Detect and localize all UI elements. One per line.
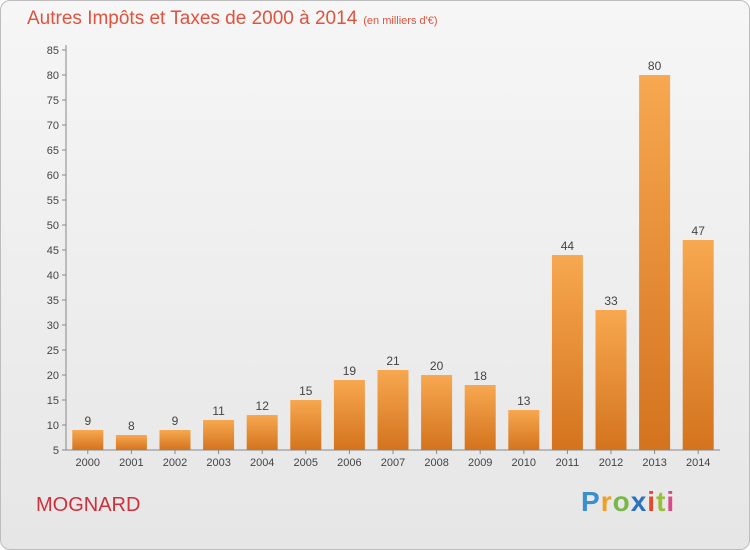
- value-label-2013: 80: [648, 59, 662, 73]
- y-tick-label: 5: [53, 445, 59, 457]
- x-tick-label-2008: 2008: [424, 457, 448, 469]
- value-label-2009: 18: [474, 369, 488, 383]
- x-tick-label-2010: 2010: [512, 457, 536, 469]
- x-tick-label-2011: 2011: [556, 457, 580, 469]
- x-tick-label-2000: 2000: [76, 457, 100, 469]
- y-tick-label: 20: [47, 370, 59, 382]
- bar-2004: [246, 415, 278, 450]
- y-tick-label: 80: [47, 70, 59, 82]
- y-tick-label: 85: [47, 45, 59, 57]
- value-label-2007: 21: [386, 354, 400, 368]
- y-tick-label: 40: [47, 270, 59, 282]
- y-tick-label: 55: [47, 195, 59, 207]
- value-label-2005: 15: [299, 384, 313, 398]
- value-label-2008: 20: [430, 359, 444, 373]
- value-label-2002: 9: [172, 414, 179, 428]
- y-tick-label: 60: [47, 170, 59, 182]
- value-label-2012: 33: [604, 294, 618, 308]
- commune-name: MOGNARD: [36, 494, 141, 516]
- y-tick-label: 50: [47, 220, 59, 232]
- x-tick-label-2005: 2005: [294, 457, 318, 469]
- chart-title-text: Autres Impôts et Taxes de 2000 à 2014: [27, 8, 358, 29]
- value-label-2011: 44: [561, 239, 575, 253]
- value-label-2004: 12: [256, 399, 270, 413]
- y-tick-label: 70: [47, 120, 59, 132]
- proxiti-logo: Proxiti: [581, 486, 676, 517]
- y-tick-label: 15: [47, 395, 59, 407]
- x-tick-label-2004: 2004: [250, 457, 274, 469]
- value-label-2006: 19: [343, 364, 357, 378]
- value-label-2001: 8: [128, 419, 135, 433]
- bar-2005: [290, 400, 322, 450]
- bar-2012: [595, 310, 627, 450]
- bar-2006: [333, 380, 365, 450]
- bar-2008: [421, 375, 453, 450]
- y-tick-label: 65: [47, 145, 59, 157]
- bar-2010: [508, 410, 540, 450]
- y-tick-label: 10: [47, 420, 59, 432]
- x-tick-label-2003: 2003: [206, 457, 230, 469]
- value-label-2010: 13: [517, 394, 531, 408]
- bar-2003: [203, 420, 235, 450]
- x-tick-label-2014: 2014: [686, 457, 710, 469]
- x-tick-label-2001: 2001: [119, 457, 143, 469]
- x-tick-label-2009: 2009: [468, 457, 492, 469]
- chart-unit: (en milliers d'€): [363, 15, 438, 27]
- x-tick-label-2012: 2012: [599, 457, 623, 469]
- bar-2000: [72, 430, 104, 450]
- bar-2001: [115, 435, 147, 450]
- bar-2002: [159, 430, 191, 450]
- bar-2013: [639, 75, 671, 450]
- value-label-2003: 11: [212, 404, 225, 418]
- bar-2011: [551, 255, 583, 450]
- y-tick-label: 25: [47, 345, 59, 357]
- y-tick-label: 45: [47, 245, 59, 257]
- bar-2014: [682, 240, 714, 450]
- x-tick-label-2007: 2007: [381, 457, 405, 469]
- chart-title: Autres Impôts et Taxes de 2000 à 2014 (en…: [27, 8, 438, 30]
- x-tick-label-2013: 2013: [642, 457, 666, 469]
- value-label-2014: 47: [692, 224, 706, 238]
- y-tick-label: 30: [47, 320, 59, 332]
- value-label-2000: 9: [84, 414, 91, 428]
- y-tick-label: 35: [47, 295, 59, 307]
- y-tick-label: 75: [47, 95, 59, 107]
- bar-2009: [464, 385, 496, 450]
- x-tick-label-2002: 2002: [163, 457, 187, 469]
- bar-2007: [377, 370, 409, 450]
- x-tick-label-2006: 2006: [337, 457, 361, 469]
